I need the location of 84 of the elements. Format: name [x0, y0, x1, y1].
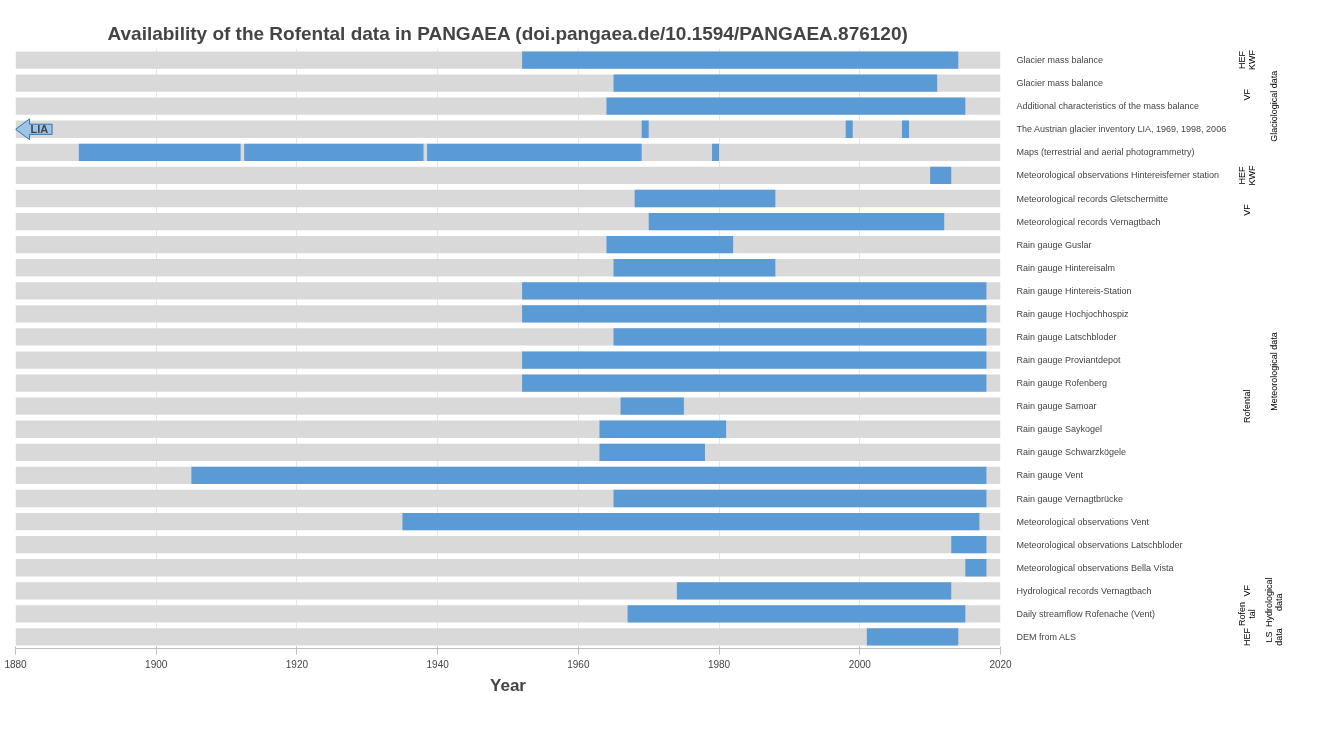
- y-tick-label: Meteorological observations Latschbloder: [1016, 539, 1183, 550]
- y-tick-label: Meteorological records Vernagtbach: [1016, 216, 1161, 227]
- bar: [676, 582, 952, 600]
- bar: [634, 189, 776, 208]
- x-tick-label: 2020: [989, 658, 1013, 670]
- x-tick-label: 1880: [4, 658, 28, 670]
- bar: [402, 512, 980, 531]
- bar: [522, 374, 987, 392]
- bar: [620, 397, 684, 415]
- bar: [866, 628, 959, 646]
- x-tick-label: 1920: [285, 658, 309, 670]
- text: Rofental: [1241, 389, 1252, 423]
- text: Glaciological data: [1269, 70, 1280, 142]
- bar: [522, 305, 987, 323]
- bar: [613, 74, 938, 92]
- bar: [627, 605, 966, 623]
- y-tick-label: The Austrian glacier inventory LIA, 1969, 1998, 2006: [1016, 124, 1227, 135]
- bar: [965, 559, 987, 577]
- y-tick-label: Rain gauge Rofenberg: [1016, 378, 1108, 389]
- bar: [712, 143, 720, 161]
- bar: [613, 328, 987, 346]
- x-tick-label: 1960: [567, 658, 590, 670]
- bar: [606, 97, 966, 115]
- bar: [522, 282, 987, 300]
- text: LS data: [1264, 628, 1285, 646]
- text: VF: [1241, 203, 1252, 216]
- y-tick-label: Meteorological records Gletschermitte: [1016, 193, 1169, 204]
- bar: [599, 443, 705, 461]
- x-tick-label: 1940: [426, 658, 450, 670]
- y-tick-label: Rain gauge Saykogel: [1016, 424, 1103, 435]
- bar: [606, 236, 734, 254]
- y-tick-label: Meteorological observations Vent: [1016, 516, 1150, 527]
- y-tick-label: Rain gauge Vent: [1016, 470, 1084, 481]
- bar: [191, 466, 987, 485]
- y-tick-label: Rain gauge Vernagtbrücke: [1016, 493, 1124, 504]
- x-tick-label: 1900: [145, 658, 168, 670]
- y-tick-label: Rain gauge Schwarzkögele: [1016, 447, 1127, 458]
- bar: [78, 143, 241, 161]
- text: HEF KWF: [1236, 49, 1257, 71]
- bar: [15, 536, 1001, 554]
- bar: [522, 51, 959, 69]
- y-tick-label: Rain gauge Guslar: [1016, 239, 1092, 250]
- y-tick-label: Rain gauge Hochjochhospiz: [1016, 308, 1130, 319]
- y-tick-label: Glacier mass balance: [1016, 78, 1104, 89]
- text: Rofen tal: [1236, 601, 1257, 626]
- text: HEF: [1241, 627, 1252, 646]
- y-tick-label: Hydrological records Vernagtbach: [1016, 585, 1152, 596]
- y-tick-label: DEM from ALS: [1016, 631, 1077, 642]
- y-tick-label: Daily streamflow Rofenache (Vent): [1016, 608, 1156, 619]
- chart-title: Availability of the Rofental data in PANGAEA (doi.pangaea.de/10.1594/PANGAEA.876120): [107, 22, 908, 44]
- y-tick-label: Additional characteristics of the mass balance: [1016, 101, 1200, 112]
- bar: [641, 120, 649, 138]
- x-tick-label: 2000: [848, 658, 872, 670]
- text: VF: [1241, 88, 1252, 101]
- bar: [15, 397, 1001, 415]
- x-tick-label: 1980: [707, 658, 731, 670]
- y-tick-label: Rain gauge Latschbloder: [1016, 331, 1117, 342]
- x-axis-title: Year: [490, 675, 527, 695]
- bar: [648, 212, 945, 231]
- bar: [599, 420, 727, 438]
- bar: [902, 120, 910, 138]
- text: HEF KWF: [1236, 164, 1257, 186]
- annotation: LIA: [30, 123, 49, 136]
- bar: [613, 259, 776, 277]
- y-tick-label: Rain gauge Hintereisalm: [1016, 262, 1116, 273]
- bar: [930, 166, 952, 185]
- bar: [951, 536, 987, 554]
- bar: [845, 120, 853, 138]
- y-tick-label: Glacier mass balance: [1016, 55, 1104, 66]
- y-tick-label: Maps (terrestrial and aerial photogrammetry): [1016, 147, 1195, 158]
- y-tick-label: Rain gauge Proviantdepot: [1016, 355, 1122, 366]
- text: Meteorological data: [1269, 332, 1280, 411]
- bar: [522, 351, 987, 369]
- bar: [244, 143, 424, 161]
- text: VF: [1241, 584, 1252, 597]
- y-tick-label: Rain gauge Samoar: [1016, 401, 1097, 412]
- bar: [15, 443, 1001, 461]
- y-tick-label: Meteorological observations Hintereisferner station: [1016, 170, 1220, 181]
- y-tick-label: Meteorological observations Bella Vista: [1016, 562, 1174, 573]
- bar: [15, 559, 1001, 577]
- bar: [15, 166, 1001, 185]
- y-tick-label: Rain gauge Hintereis-Station: [1016, 285, 1132, 296]
- bar: [427, 143, 642, 161]
- bar: [613, 489, 987, 508]
